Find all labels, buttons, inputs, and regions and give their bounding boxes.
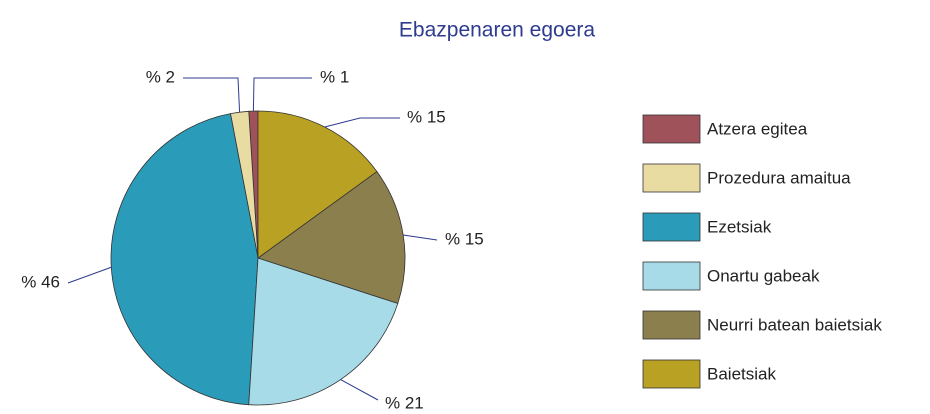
- pie-slice: [110, 113, 259, 406]
- data-label: % 21: [385, 393, 424, 412]
- legend-swatch: [642, 212, 701, 242]
- legend-label: Onartu gabeak: [707, 266, 820, 285]
- leader-line: [252, 77, 312, 112]
- legend-label: Ezetsiak: [707, 217, 772, 236]
- legend-label: Neurri batean baietsiak: [707, 315, 882, 334]
- leader-line: [67, 266, 112, 284]
- legend-swatch: [642, 163, 701, 193]
- leader-line: [324, 117, 400, 128]
- data-label: % 2: [146, 67, 175, 86]
- legend-swatch: [642, 310, 701, 340]
- legend-label: Atzera egitea: [707, 119, 808, 138]
- chart-title: Ebazpenaren egoera: [399, 19, 595, 42]
- legend-swatch: [642, 114, 701, 144]
- leader-line: [340, 379, 379, 401]
- data-label: % 46: [21, 272, 60, 291]
- legend-swatch: [642, 359, 701, 389]
- data-label: % 15: [445, 229, 484, 248]
- legend-swatch: [642, 261, 701, 291]
- data-label: % 15: [407, 107, 446, 126]
- legend-label: Baietsiak: [707, 364, 776, 383]
- data-label: % 1: [320, 67, 349, 86]
- pie-slice: [248, 257, 399, 406]
- leader-line: [403, 234, 438, 241]
- leader-line: [183, 77, 241, 113]
- legend-label: Prozedura amaitua: [707, 168, 851, 187]
